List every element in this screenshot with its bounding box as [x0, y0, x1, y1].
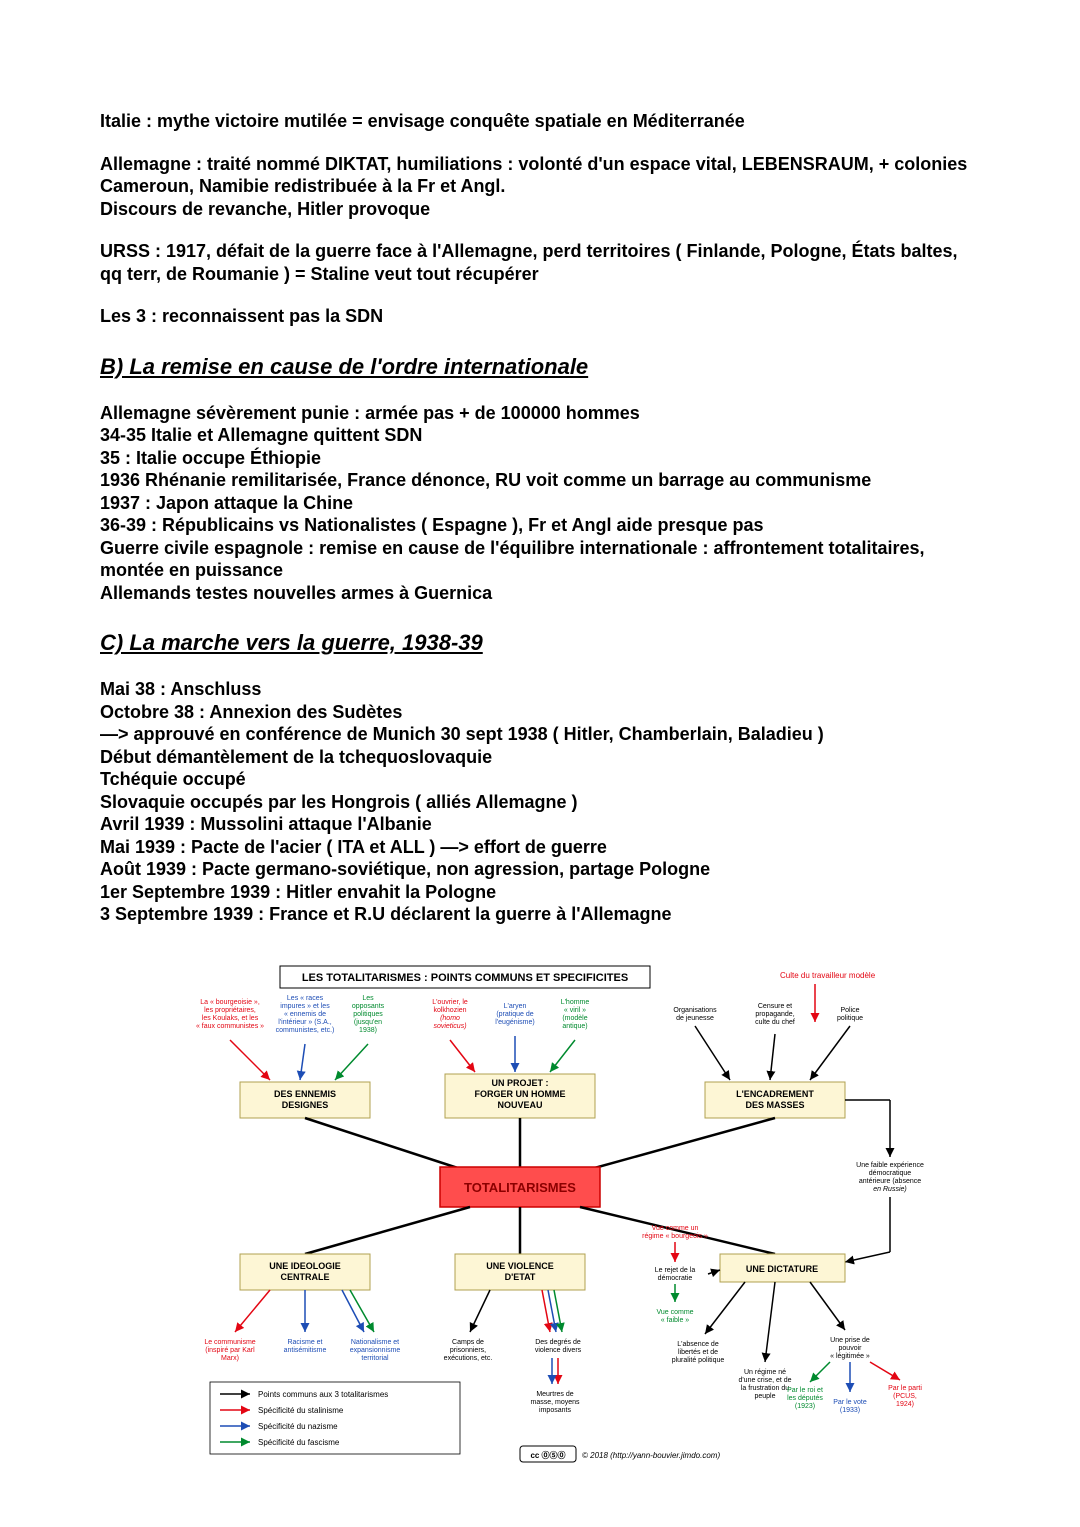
paragraph-les3: Les 3 : reconnaissent pas la SDN — [100, 305, 980, 328]
label-b2: Racisme etantisémitisme — [284, 1339, 327, 1354]
label-t3: Lesopposantspolitiques(jusqu'en1938) — [352, 995, 385, 1034]
svg-text:UNE DICTATURE: UNE DICTATURE — [746, 1264, 818, 1274]
label-b4: Camps deprisonniers,exécutions, etc. — [444, 1339, 493, 1362]
cc-badge: cc ⓪⑤⓪ — [520, 1446, 576, 1462]
label-b3: Nationalisme etexpansionnismeterritorial — [350, 1339, 401, 1362]
diagram-title: LES TOTALITARISMES : POINTS COMMUNS ET S… — [302, 972, 628, 984]
label-b5: Des degrés deviolence divers — [535, 1339, 582, 1354]
label-t9: Policepolitique — [837, 1007, 863, 1022]
label-b14: Par le roi etles députés(1923) — [787, 1387, 823, 1410]
label-t1: La « bourgeoisie »,les propriétaires,les… — [196, 999, 264, 1030]
paragraph-italie: Italie : mythe victoire mutilée = envisa… — [100, 110, 980, 133]
label-b7: Vue comme unrégime « bourgeois » — [642, 1225, 708, 1240]
label-t7: Organisationsde jeunesse — [673, 1007, 717, 1022]
paragraph-section-c: Mai 38 : Anschluss Octobre 38 : Annexion… — [100, 678, 980, 926]
label-t5: L'aryen(pratique del'eugénisme) — [495, 1003, 534, 1026]
paragraph-allemagne: Allemagne : traité nommé DIKTAT, humilia… — [100, 153, 980, 221]
label-b8: Le rejet de ladémocratie — [655, 1267, 696, 1282]
legend-3: Spécificité du nazisme — [258, 1422, 338, 1431]
svg-text:L'ENCADREMENTDES MASSES: L'ENCADREMENTDES MASSES — [736, 1089, 814, 1110]
label-b1: Le communisme(inspiré par KarlMarx) — [204, 1339, 255, 1362]
label-t4: L'ouvrier, lekolkhozien(homosovieticus) — [432, 999, 468, 1030]
label-b12: Une faible expériencedémocratiqueantérie… — [856, 1162, 924, 1193]
label-b13: Une prise depouvoir« légitimée » — [830, 1337, 870, 1360]
legend-2: Spécificité du stalinisme — [258, 1406, 344, 1415]
label-b16: Par le parti(PCUS,1924) — [888, 1385, 922, 1408]
credit-text: © 2018 (http://yann-bouvier.jimdo.com) — [582, 1451, 720, 1460]
label-b11: Un régime néd'une crise, et dela frustra… — [738, 1369, 791, 1400]
heading-c: C) La marche vers la guerre, 1938-39 — [100, 630, 980, 656]
svg-text:DES ENNEMISDESIGNES: DES ENNEMISDESIGNES — [274, 1089, 336, 1110]
label-b10: L'absence delibertés et depluralité poli… — [672, 1341, 725, 1364]
label-t6: L'homme« viril »(modèleantique) — [561, 999, 590, 1030]
label-t2: Les « racesimpures » et les« ennemis del… — [276, 995, 335, 1034]
label-culte: Culte du travailleur modèle — [780, 971, 876, 980]
center-label: TOTALITARISMES — [464, 1180, 576, 1195]
label-b15: Par le vote(1933) — [833, 1399, 867, 1414]
legend-4: Spécificité du fascisme — [258, 1438, 340, 1447]
label-b9: Vue comme« faible » — [656, 1309, 693, 1324]
paragraph-urss: URSS : 1917, défait de la guerre face à … — [100, 240, 980, 285]
diagram-container: LES TOTALITARISMES : POINTS COMMUNS ET S… — [100, 962, 980, 1482]
label-t8: Censure etpropagande,culte du chef — [755, 1003, 795, 1026]
svg-text:cc ⓪⑤⓪: cc ⓪⑤⓪ — [530, 1450, 565, 1460]
paragraph-section-b: Allemagne sévèrement punie : armée pas +… — [100, 402, 980, 605]
totalitarismes-diagram: LES TOTALITARISMES : POINTS COMMUNS ET S… — [150, 962, 930, 1482]
legend-1: Points communs aux 3 totalitarismes — [258, 1390, 388, 1399]
label-b6: Meurtres demasse, moyensimposants — [530, 1391, 580, 1414]
heading-b: B) La remise en cause de l'ordre interna… — [100, 354, 980, 380]
